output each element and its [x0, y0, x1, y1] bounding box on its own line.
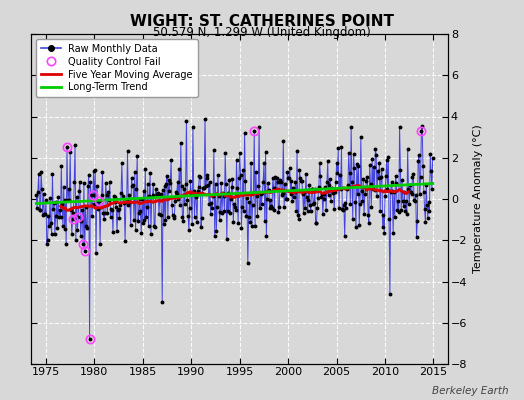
Text: Berkeley Earth: Berkeley Earth [432, 386, 508, 396]
Y-axis label: Temperature Anomaly (°C): Temperature Anomaly (°C) [473, 125, 483, 273]
Legend: Raw Monthly Data, Quality Control Fail, Five Year Moving Average, Long-Term Tren: Raw Monthly Data, Quality Control Fail, … [36, 39, 198, 97]
Text: WIGHT: ST. CATHERINES POINT: WIGHT: ST. CATHERINES POINT [130, 14, 394, 29]
Text: 50.579 N, 1.299 W (United Kingdom): 50.579 N, 1.299 W (United Kingdom) [153, 26, 371, 39]
